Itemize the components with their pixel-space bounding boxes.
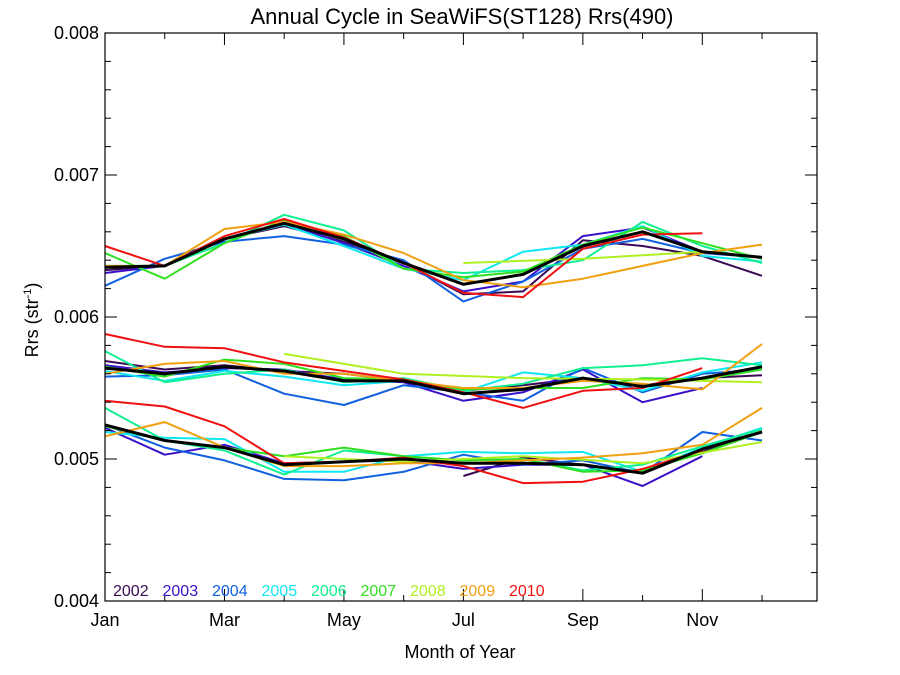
legend-item-2009: 2009 [460, 583, 496, 600]
series-line-2009-1 [105, 220, 763, 289]
legend-item-2002: 2002 [113, 583, 149, 600]
y-axis-title-text: Rrs (str [22, 298, 42, 357]
series-line-2010-1 [104, 218, 703, 299]
legend-item-2003: 2003 [163, 583, 199, 600]
legend-item-2007: 2007 [361, 583, 397, 600]
x-tick-label: Jan [90, 610, 119, 630]
legend-item-2006: 2006 [311, 583, 347, 600]
series-line-2009-3 [104, 407, 763, 468]
legend-item-2004: 2004 [212, 583, 248, 600]
series-line-mean-1 [104, 221, 763, 286]
y-tick-label: 0.005 [54, 449, 99, 469]
legend-item-2008: 2008 [410, 583, 446, 600]
x-tick-label: Nov [686, 610, 718, 630]
x-tick-label: Jul [452, 610, 475, 630]
series-layer [104, 213, 763, 487]
y-axis-title-superscript: -1 [22, 289, 34, 299]
legend-item-2010: 2010 [509, 583, 545, 600]
x-tick-label: Sep [567, 610, 599, 630]
series-line-2008-1 [463, 250, 703, 264]
chart-title: Annual Cycle in SeaWiFS(ST128) Rrs(490) [250, 4, 673, 29]
y-tick-label: 0.008 [54, 23, 99, 43]
series-line-mean-2 [104, 365, 763, 396]
y-axis-title-close: ) [22, 283, 42, 289]
x-axis-title: Month of Year [404, 642, 515, 662]
y-axis-title: Rrs (str-1) [22, 283, 42, 358]
axes-layer: 0.004 0.005 0.006 0.007 0.008 Jan Mar May Jul Sep… [54, 23, 818, 630]
plot-frame [104, 32, 818, 602]
legend: 2002 2003 2004 2005 2006 2007 2008 2009 2010 [113, 583, 545, 600]
y-tick-label: 0.004 [54, 591, 99, 611]
y-tick-label: 0.006 [54, 307, 99, 327]
legend-item-2005: 2005 [262, 583, 298, 600]
x-tick-label: May [327, 610, 361, 630]
y-tick-label: 0.007 [54, 165, 99, 185]
series-line-2006-1 [104, 213, 763, 274]
series-line-2004-3 [104, 423, 763, 482]
x-tick-label: Mar [209, 610, 240, 630]
series-line-mean-3 [104, 423, 763, 475]
